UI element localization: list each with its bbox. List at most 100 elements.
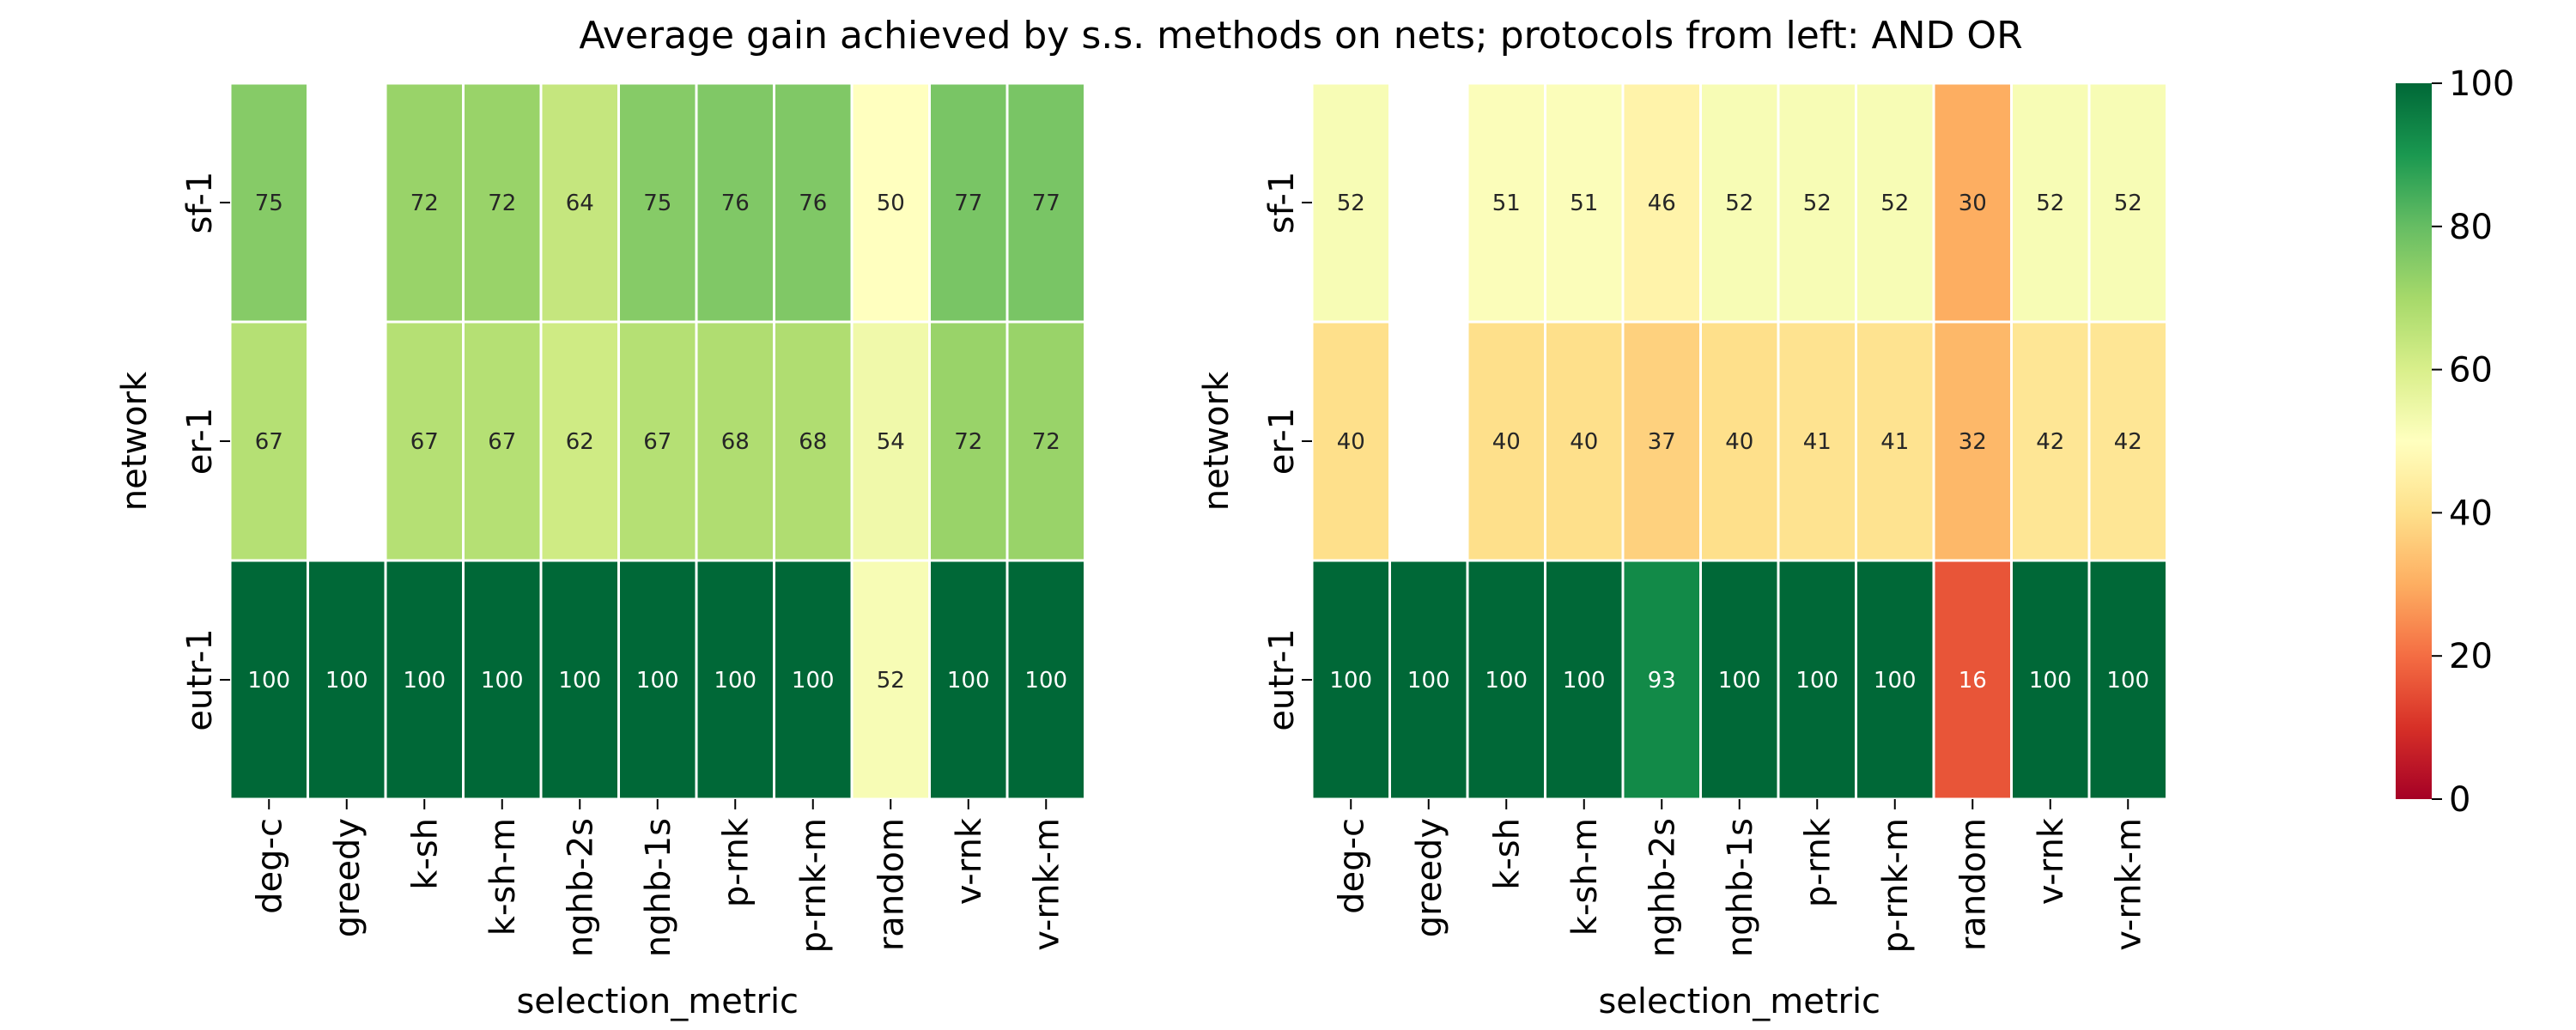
cell-value-label: 100: [792, 668, 835, 694]
x-tick-label: greedy: [1410, 818, 1449, 937]
heatmap-cell: [1544, 82, 1625, 324]
x-tick-label: v-rnk-m: [2109, 818, 2148, 951]
cell-value-label: 72: [410, 191, 439, 216]
cell-value-label: 64: [566, 191, 594, 216]
heatmap-cell: [695, 320, 775, 562]
cell-value-label: 100: [1024, 668, 1067, 694]
cell-value-label: 41: [1803, 429, 1832, 455]
x-axis-label: selection_metric: [516, 982, 799, 1021]
colorbar-tick-label: 80: [2449, 208, 2493, 247]
cell-value-label: 52: [1803, 191, 1832, 216]
cell-value-label: 68: [721, 429, 750, 455]
heatmap-cell: [1005, 559, 1086, 801]
cell-value-label: 100: [403, 668, 446, 694]
cell-value-label: 100: [325, 668, 368, 694]
heatmap-cell: [1310, 559, 1391, 801]
heatmap-cell: [1621, 559, 1702, 801]
colorbar-tick-label: 0: [2449, 780, 2470, 820]
x-tick-label: v-rnk: [950, 817, 989, 905]
heatmap-cell: [1621, 82, 1702, 324]
cell-value-label: 100: [2106, 668, 2149, 694]
x-tick-label: p-rnk: [1798, 817, 1838, 907]
cell-value-label: 51: [1492, 191, 1521, 216]
cell-value-label: 42: [2114, 429, 2142, 455]
cell-value-label: 93: [1648, 668, 1676, 694]
cell-value-label: 100: [247, 668, 290, 694]
x-tick-label: k-sh-m: [483, 818, 523, 936]
x-tick-label: p-rnk-m: [794, 818, 834, 953]
heatmap-cell: [307, 559, 387, 801]
cell-value-label: 30: [1959, 191, 1987, 216]
cell-value-label: 52: [1337, 191, 1365, 216]
heatmap-cell: [850, 82, 931, 324]
x-tick-label: p-rnk: [716, 817, 756, 907]
colorbar-tick-label: 40: [2449, 494, 2493, 533]
heatmap-cell: [228, 82, 309, 324]
cell-value-label: 100: [1329, 668, 1372, 694]
cell-value-label: 16: [1959, 668, 1987, 694]
cell-value-label: 52: [2114, 191, 2142, 216]
heatmap-cell: [228, 320, 309, 562]
heatmap-cell: [384, 320, 465, 562]
colorbar-bar: [2396, 83, 2432, 799]
heatmap-cell: [2087, 559, 2168, 801]
heatmap-panels: 75 72 72 64 75 76 76 50 77 77 67 67 67 62 67 68 68 54 72 72…: [115, 82, 2168, 1021]
x-tick-label: k-sh: [1487, 818, 1527, 890]
cell-value-label: 52: [877, 668, 905, 694]
heatmap-cell: [695, 559, 775, 801]
x-tick-label: nghb-2s: [561, 818, 600, 957]
cell-value-label: 40: [1725, 429, 1753, 455]
cell-value-label: 40: [1570, 429, 1598, 455]
y-tick-label: sf-1: [180, 172, 220, 234]
heatmap-panel-or: 52 51 51 46 52 52 52 30 52 52 40 40 40 37 40 41 41 32 42 42…: [1197, 82, 2168, 1021]
cell-value-label: 100: [558, 668, 601, 694]
cell-value-label: 67: [488, 429, 516, 455]
y-tick-label: er-1: [1262, 408, 1302, 475]
cell-value-label: 75: [255, 191, 283, 216]
heatmap-cell: [384, 82, 465, 324]
cell-value-label: 100: [1718, 668, 1761, 694]
x-tick-label: random: [1953, 818, 1993, 951]
x-tick-label: v-rnk-m: [1027, 818, 1066, 951]
cell-value-label: 68: [799, 429, 827, 455]
x-axis-label: selection_metric: [1598, 982, 1880, 1021]
cell-value-label: 52: [1880, 191, 1909, 216]
cell-value-label: 100: [1795, 668, 1838, 694]
cell-value-label: 32: [1959, 429, 1987, 455]
cell-value-label: 100: [481, 668, 524, 694]
colorbar: 0 20 40 60 80 100: [2396, 64, 2514, 820]
heatmap-cell: [1932, 559, 2013, 801]
colorbar-tick-label: 100: [2449, 64, 2514, 104]
x-tick-label: nghb-1s: [1721, 818, 1760, 957]
chart-title: Average gain achieved by s.s. methods on…: [579, 14, 2022, 58]
cell-value-label: 76: [721, 191, 750, 216]
cell-value-label: 54: [877, 429, 905, 455]
x-tick-label: k-sh: [405, 818, 445, 890]
heatmap-cell: [539, 320, 620, 562]
heatmap-cell: [1005, 82, 1086, 324]
heatmap-cell: [1388, 559, 1469, 801]
cell-value-label: 72: [954, 429, 982, 455]
heatmap-cell: [928, 320, 1009, 562]
x-tick-label: k-sh-m: [1565, 818, 1605, 936]
heatmap-cell: [1544, 559, 1625, 801]
heatmap-cell: [1932, 320, 2013, 562]
cell-value-label: 76: [799, 191, 827, 216]
cell-value-label: 100: [636, 668, 679, 694]
cell-value-label: 77: [1032, 191, 1060, 216]
y-axis-label: network: [1197, 371, 1236, 511]
heatmap-cell: [695, 82, 775, 324]
cell-value-label: 75: [643, 191, 671, 216]
cell-value-label: 67: [643, 429, 671, 455]
cell-value-label: 62: [566, 429, 594, 455]
heatmap-cell: [773, 320, 854, 562]
heatmap-cell: [2010, 320, 2091, 562]
y-tick-label: eutr-1: [1262, 628, 1302, 730]
cell-value-label: 77: [954, 191, 982, 216]
x-tick-label: p-rnk-m: [1876, 818, 1916, 953]
y-tick-label: er-1: [180, 408, 220, 475]
cell-value-label: 100: [2029, 668, 2072, 694]
x-tick-label: deg-c: [250, 818, 289, 914]
